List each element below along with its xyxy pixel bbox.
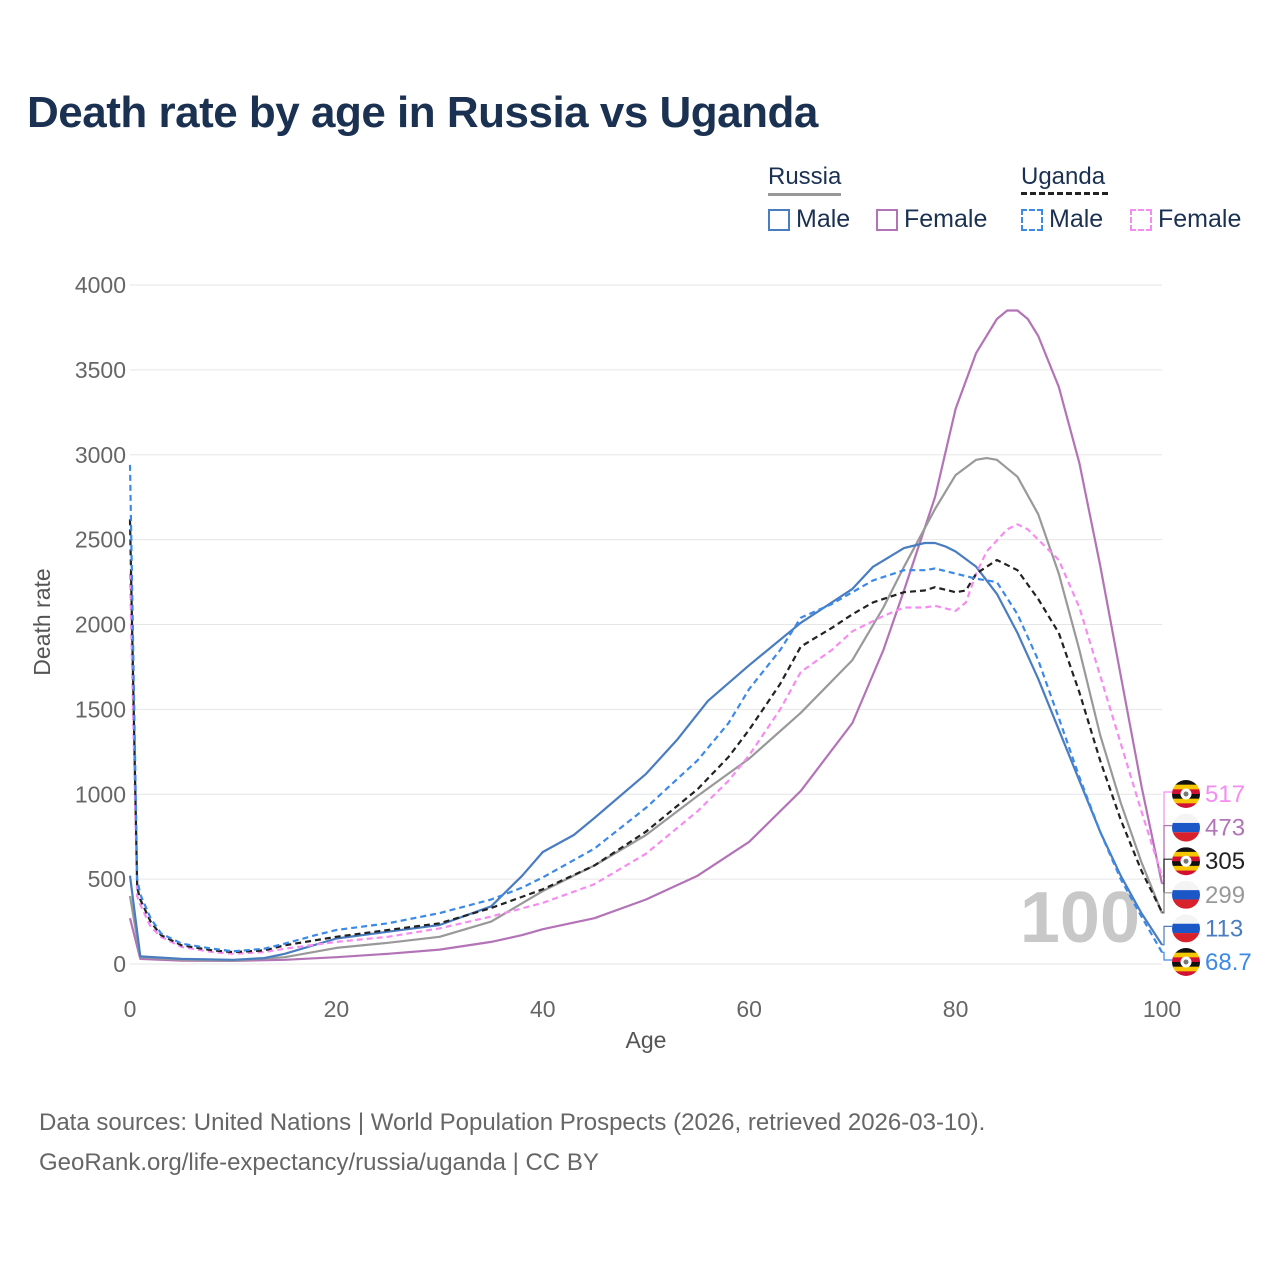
legend-swatch-russia-female	[876, 208, 898, 231]
legend-russia-female[interactable]: Female	[876, 205, 987, 234]
end-label-russia-male: 113	[1205, 915, 1243, 942]
x-tick-80: 80	[943, 996, 969, 1022]
legend-group-russia-line	[768, 193, 841, 196]
uganda-flag-icon	[1172, 948, 1200, 976]
x-tick-20: 20	[324, 996, 350, 1022]
legend-uganda-male[interactable]: Male	[1021, 205, 1103, 234]
y-tick-0: 0	[113, 951, 126, 977]
current-age-label: 100	[1020, 878, 1140, 958]
series-line-uganda-both	[128, 519, 1163, 954]
legend-group-uganda-line	[1021, 192, 1108, 195]
end-labels: 517 473 305 299 113 68.7	[1162, 780, 1252, 976]
legend-label-uganda-female: Female	[1158, 205, 1242, 233]
y-tick-3000: 3000	[75, 442, 126, 468]
legend-uganda-female[interactable]: Female	[1130, 205, 1241, 234]
legend-swatch-uganda-male	[1021, 208, 1043, 231]
grid-lines	[130, 284, 1162, 965]
end-connector-russia-female	[1162, 825, 1172, 885]
legend-swatch-russia-male	[768, 208, 790, 231]
series-line-russia-female	[128, 309, 1164, 962]
series-line-uganda-male	[128, 464, 1163, 953]
russia-flag-icon	[1172, 914, 1200, 943]
y-tick-1500: 1500	[75, 696, 126, 722]
end-label-uganda-both: 305	[1205, 848, 1245, 875]
russia-flag-icon	[1172, 880, 1200, 909]
y-tick-2500: 2500	[75, 527, 126, 553]
y-tick-3500: 3500	[75, 357, 126, 383]
x-axis-label: Age	[626, 1027, 667, 1053]
legend-swatch-uganda-female	[1130, 208, 1152, 231]
legend-label-uganda-male: Male	[1049, 205, 1104, 233]
series-line-russia-both	[128, 457, 1164, 962]
x-tick-100: 100	[1143, 996, 1181, 1022]
uganda-flag-icon	[1172, 847, 1200, 876]
legend-group-uganda: Uganda	[1021, 163, 1106, 190]
end-connector-uganda-both	[1162, 858, 1172, 913]
y-axis-label: Death rate	[29, 568, 55, 675]
russia-flag-icon	[1172, 813, 1200, 842]
legend-label-russia-male: Male	[796, 205, 851, 233]
legend-label-russia-female: Female	[904, 205, 988, 233]
end-label-uganda-male: 68.7	[1205, 949, 1252, 976]
x-tick-60: 60	[736, 996, 762, 1022]
y-tick-2000: 2000	[75, 612, 126, 638]
end-label-russia-female: 473	[1205, 815, 1245, 842]
footer-sources: Data sources: United Nations | World Pop…	[39, 1109, 986, 1136]
y-tick-500: 500	[88, 866, 126, 892]
legend-group-russia: Russia	[768, 163, 842, 190]
end-label-russia-both: 299	[1205, 882, 1245, 909]
series-lines	[128, 309, 1164, 962]
y-tick-4000: 4000	[75, 272, 126, 298]
end-connector-russia-male	[1162, 925, 1172, 946]
end-connector-uganda-male	[1162, 951, 1172, 961]
legend-russia-male[interactable]: Male	[768, 205, 850, 234]
series-line-uganda-female	[128, 523, 1164, 955]
end-label-uganda-female: 517	[1205, 781, 1245, 808]
uganda-flag-icon	[1172, 780, 1200, 808]
footer-credit: GeoRank.org/life-expectancy/russia/ugand…	[39, 1149, 599, 1176]
chart-title: Death rate by age in Russia vs Uganda	[27, 88, 818, 137]
end-connector-russia-both	[1162, 892, 1172, 914]
x-tick-0: 0	[124, 996, 137, 1022]
series-line-russia-male	[128, 541, 1163, 961]
y-tick-1000: 1000	[75, 781, 126, 807]
y-tick-labels: 0 500 1000 1500 2000 2500 3000 3500 4000	[75, 272, 126, 977]
x-tick-40: 40	[530, 996, 556, 1022]
x-tick-labels: 0 20 40 60 80 100	[124, 996, 1182, 1022]
